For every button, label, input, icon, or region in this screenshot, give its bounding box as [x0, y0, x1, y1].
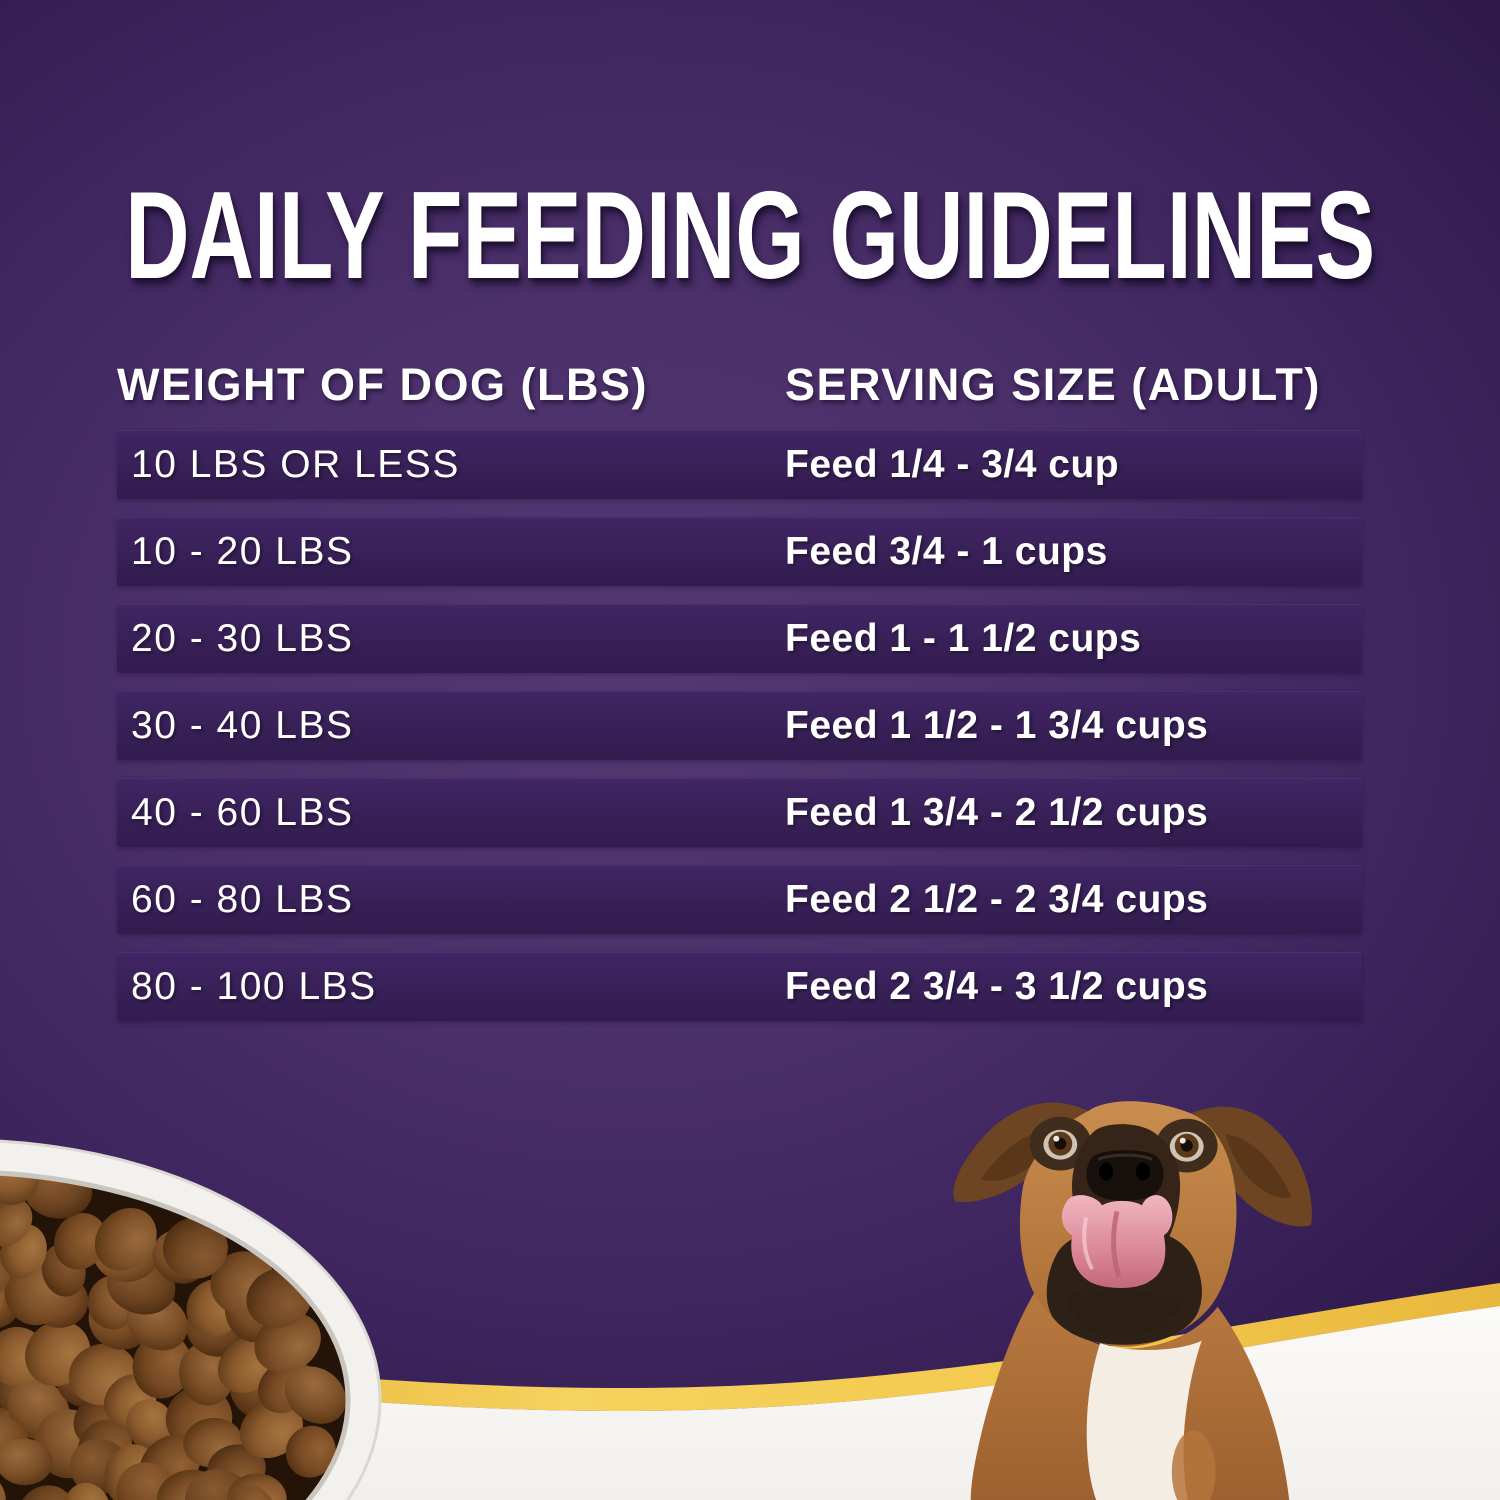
- dog-muzzle-mask: [1072, 1124, 1181, 1279]
- weight-cell: 10 - 20 LBS: [131, 529, 354, 573]
- table-row: 10 - 20 LBS Feed 3/4 - 1 cups: [117, 517, 1362, 586]
- serving-cell: Feed 1 - 1 1/2 cups: [785, 616, 1142, 660]
- weight-cell: 30 - 40 LBS: [131, 703, 354, 747]
- dog-jowls: [1046, 1229, 1202, 1345]
- dog-left-ear: [953, 1102, 1091, 1203]
- boxer-dog-photo: [953, 1101, 1312, 1500]
- serving-cell: Feed 1 3/4 - 2 1/2 cups: [785, 790, 1209, 834]
- gold-band: [0, 1283, 1500, 1412]
- table-row: 60 - 80 LBS Feed 2 1/2 - 2 3/4 cups: [117, 865, 1362, 934]
- dog-tongue: [1061, 1195, 1173, 1289]
- serving-column-header: SERVING SIZE (ADULT): [785, 359, 1321, 410]
- bowl-rim: [0, 1141, 380, 1500]
- table-header-row: WEIGHT OF DOG (LBS) SERVING SIZE (ADULT): [117, 358, 1362, 412]
- bowl-interior: [0, 1173, 348, 1500]
- table-row: 80 - 100 LBS Feed 2 3/4 - 3 1/2 cups: [117, 952, 1362, 1021]
- dog-chest-blaze: [1086, 1340, 1202, 1500]
- table-row: 30 - 40 LBS Feed 1 1/2 - 1 3/4 cups: [117, 691, 1362, 760]
- dog-body: [970, 1288, 1290, 1500]
- serving-cell: Feed 1 1/2 - 1 3/4 cups: [785, 703, 1209, 747]
- weight-cell: 10 LBS OR LESS: [131, 442, 460, 486]
- dog-chin: [1074, 1288, 1170, 1337]
- serving-cell: Feed 2 1/2 - 2 3/4 cups: [785, 877, 1209, 921]
- serving-cell: Feed 2 3/4 - 3 1/2 cups: [785, 964, 1209, 1008]
- dog-left-eye: [1043, 1129, 1078, 1160]
- dog-right-brow-patch: [1155, 1118, 1218, 1173]
- serving-cell: Feed 1/4 - 3/4 cup: [785, 442, 1120, 486]
- kibble-pieces: [0, 1172, 347, 1500]
- table-row: 10 LBS OR LESS Feed 1/4 - 3/4 cup: [117, 430, 1362, 499]
- dog-right-ear: [1189, 1106, 1312, 1227]
- white-band: [0, 1306, 1500, 1500]
- weight-cell: 20 - 30 LBS: [131, 616, 354, 660]
- dog-left-brow-patch: [1029, 1116, 1092, 1171]
- weight-cell: 60 - 80 LBS: [131, 877, 354, 921]
- weight-cell: 80 - 100 LBS: [131, 964, 377, 1008]
- title-row: DAILY FEEDING GUIDELINES: [0, 174, 1500, 298]
- dog-head: [1019, 1101, 1237, 1347]
- dog-tongue-groove: [1111, 1210, 1122, 1278]
- weight-cell: 40 - 60 LBS: [131, 790, 354, 834]
- dog-right-eye: [1169, 1131, 1204, 1162]
- kibble-bowl-photo: [0, 1139, 382, 1500]
- table-row: 40 - 60 LBS Feed 1 3/4 - 2 1/2 cups: [117, 778, 1362, 847]
- table-row: 20 - 30 LBS Feed 1 - 1 1/2 cups: [117, 604, 1362, 673]
- feeding-table: WEIGHT OF DOG (LBS) SERVING SIZE (ADULT)…: [117, 358, 1362, 1039]
- serving-cell: Feed 3/4 - 1 cups: [785, 529, 1108, 573]
- page-title: DAILY FEEDING GUIDELINES: [124, 167, 1376, 305]
- dog-nose: [1086, 1150, 1164, 1201]
- weight-column-header: WEIGHT OF DOG (LBS): [117, 359, 648, 410]
